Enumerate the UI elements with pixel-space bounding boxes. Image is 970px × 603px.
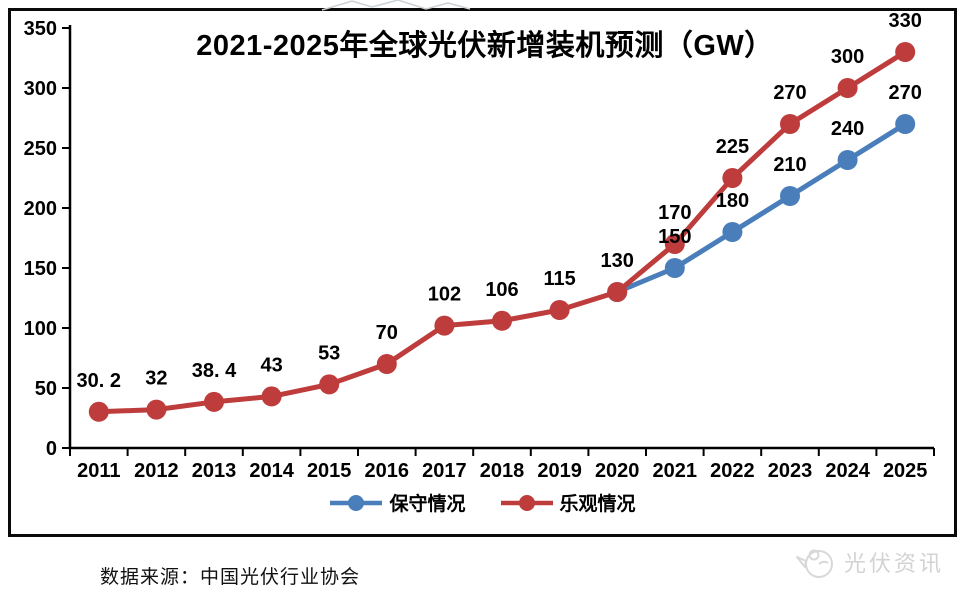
x-tick-label: 2012 xyxy=(134,460,179,482)
data-label: 270 xyxy=(889,82,922,104)
series-marker-1 xyxy=(261,386,282,407)
legend-marker-icon xyxy=(500,494,553,511)
data-label: 43 xyxy=(260,354,282,376)
data-label: 30. 2 xyxy=(77,370,121,392)
series-marker-1 xyxy=(146,399,167,420)
legend-marker-icon xyxy=(330,494,383,511)
data-label: 270 xyxy=(773,82,806,104)
y-tick-label: 350 xyxy=(24,18,57,40)
top-watermark-decoration xyxy=(321,0,471,11)
brand-text: 光伏资讯 xyxy=(844,551,945,576)
y-tick-label: 250 xyxy=(24,138,57,160)
data-label: 240 xyxy=(831,118,864,140)
data-label: 210 xyxy=(773,154,806,176)
source-text: 数据来源：中国光伏行业协会 xyxy=(100,567,361,588)
x-tick-label: 2013 xyxy=(192,460,237,482)
x-tick-label: 2019 xyxy=(537,460,582,482)
y-tick-label: 100 xyxy=(24,318,57,340)
legend-item-0: 保守情况 xyxy=(329,489,466,516)
legend-label: 保守情况 xyxy=(389,494,466,515)
data-label: 106 xyxy=(485,279,518,301)
series-marker-1 xyxy=(780,114,800,134)
legend-item-1: 乐观情况 xyxy=(500,489,636,516)
x-tick-label: 2021 xyxy=(653,460,698,482)
data-label: 180 xyxy=(716,190,749,212)
chart-title: 2021-2025年全球光伏新增装机预测（GW） xyxy=(196,30,774,62)
series-marker-1 xyxy=(492,310,512,331)
x-tick-label: 2025 xyxy=(883,460,928,482)
legend-label: 乐观情况 xyxy=(559,494,636,515)
series-marker-1 xyxy=(664,234,685,254)
series-marker-0 xyxy=(895,114,916,134)
series-marker-1 xyxy=(204,391,224,412)
data-label: 70 xyxy=(376,322,398,344)
series-line-0 xyxy=(616,121,907,295)
data-label: 225 xyxy=(716,136,749,158)
x-tick-label: 2014 xyxy=(249,460,294,482)
series-marker-1 xyxy=(607,282,628,302)
data-label: 115 xyxy=(543,268,575,290)
data-label: 150 xyxy=(658,226,691,248)
x-tick-label: 2020 xyxy=(595,460,640,482)
series-marker-1 xyxy=(549,300,570,320)
y-tick-label: 0 xyxy=(46,438,57,460)
series-marker-1 xyxy=(837,78,858,98)
data-label: 130 xyxy=(601,250,634,272)
chart-legend: 保守情况 乐观情况 xyxy=(8,489,957,516)
x-tick-label: 2022 xyxy=(710,460,755,482)
series-marker-1 xyxy=(376,354,397,374)
data-label: 300 xyxy=(831,46,864,68)
x-tick-label: 2023 xyxy=(768,460,813,482)
series-marker-0 xyxy=(837,150,858,170)
series-marker-1 xyxy=(434,315,455,336)
series-marker-1 xyxy=(895,42,916,62)
series-marker-0 xyxy=(780,186,800,206)
series-line-1 xyxy=(98,49,907,415)
y-tick-label: 50 xyxy=(35,378,57,400)
y-tick-label: 300 xyxy=(24,78,57,100)
data-label: 102 xyxy=(428,284,461,306)
x-tick-label: 2011 xyxy=(77,460,120,482)
series-marker-0 xyxy=(722,222,743,242)
data-label: 38. 4 xyxy=(192,360,237,382)
brand-logo: 光伏资讯 xyxy=(792,543,944,581)
data-label: 330 xyxy=(889,10,922,32)
x-tick-label: 2018 xyxy=(480,460,525,482)
y-tick-label: 200 xyxy=(24,198,57,220)
x-tick-label: 2015 xyxy=(307,460,352,482)
series-marker-1 xyxy=(88,401,109,422)
x-tick-label: 2017 xyxy=(422,460,467,482)
x-tick-label: 2016 xyxy=(365,460,410,482)
series-marker-1 xyxy=(319,374,340,395)
data-label: 170 xyxy=(658,202,691,224)
y-tick-label: 150 xyxy=(24,258,57,280)
data-label: 53 xyxy=(318,342,340,364)
series-marker-1 xyxy=(722,168,743,188)
mascot-icon xyxy=(796,549,833,578)
x-tick-label: 2024 xyxy=(825,460,870,482)
series-marker-0 xyxy=(664,258,685,278)
data-label: 32 xyxy=(145,368,167,390)
